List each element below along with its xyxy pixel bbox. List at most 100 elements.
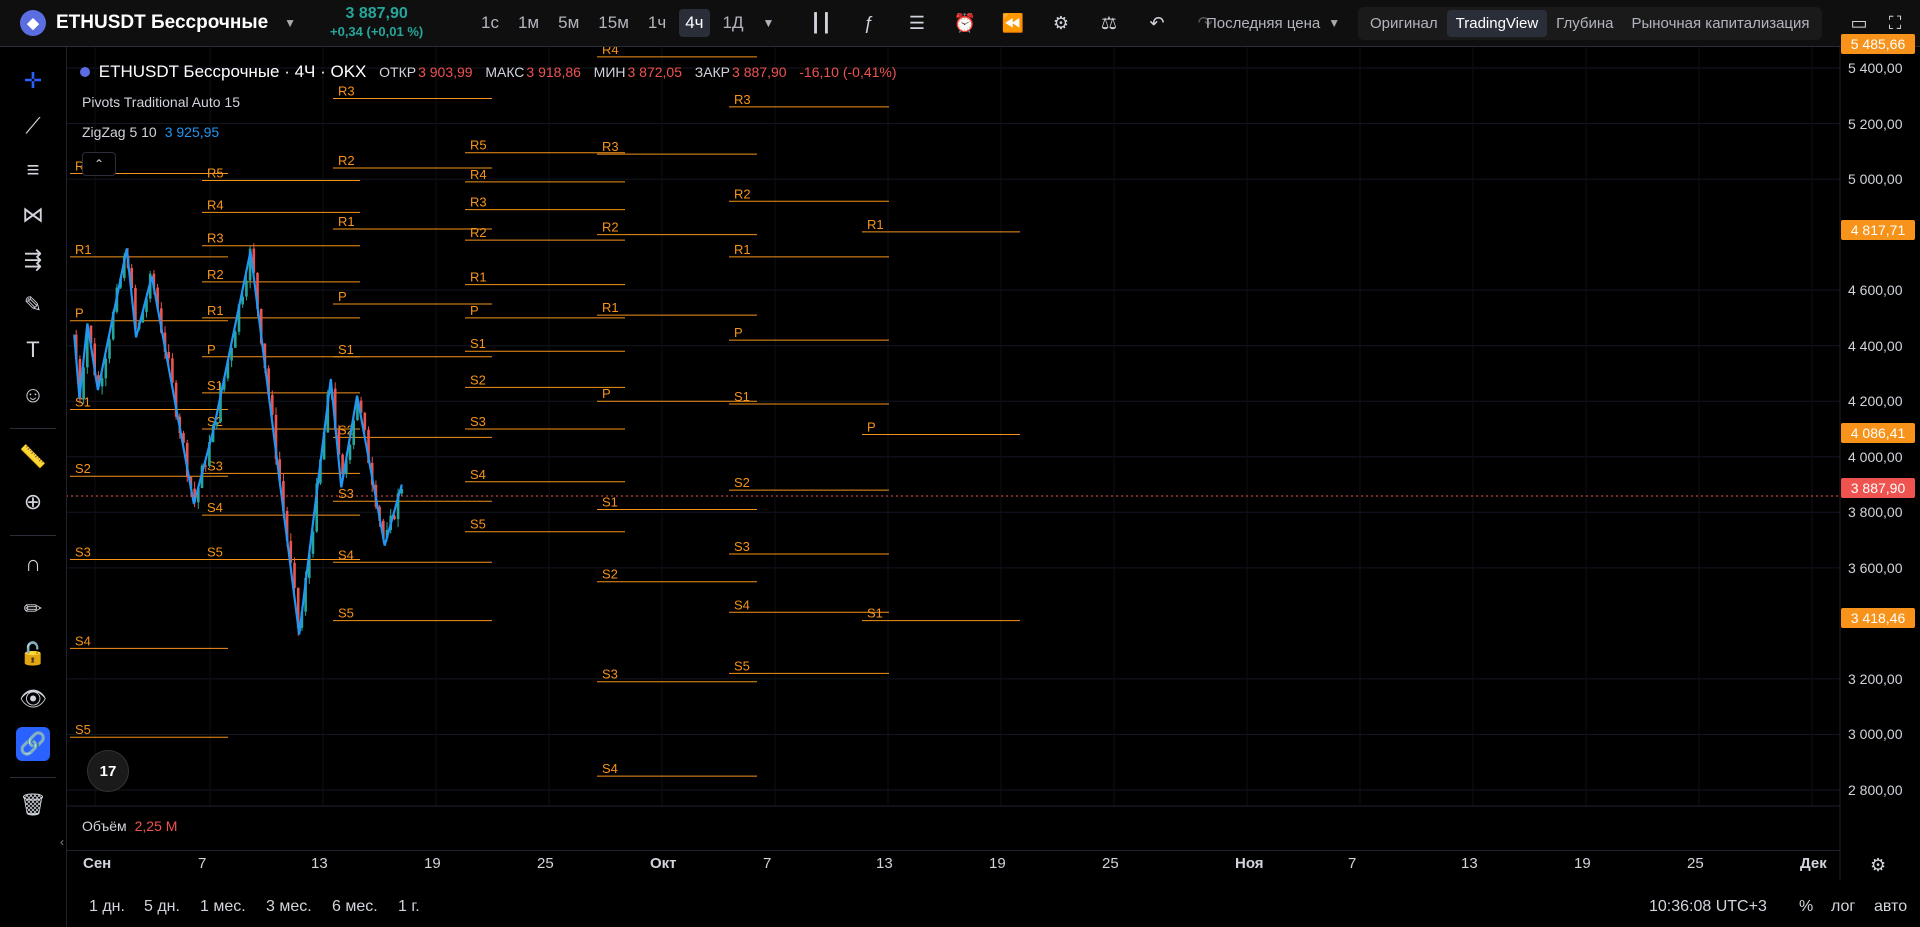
price-tick-label: 4 600,00 xyxy=(1848,282,1903,299)
list-icon[interactable]: ☰ xyxy=(908,12,926,33)
trendline-icon[interactable]: ⟋ xyxy=(25,113,41,138)
clock[interactable]: 10:36:08 UTC+3 xyxy=(1649,898,1767,915)
chevron-down-icon[interactable]: ▼ xyxy=(284,16,297,30)
candle-body xyxy=(285,510,289,541)
candle-type-icon[interactable]: ┃┃ xyxy=(810,12,832,33)
candle-body xyxy=(348,444,352,460)
crosshair-icon[interactable]: ✛ xyxy=(23,68,43,93)
window-icon[interactable]: ▭ xyxy=(1850,12,1868,33)
timeframe-4h[interactable]: 4ч xyxy=(679,9,710,37)
price-tick-label: 5 400,00 xyxy=(1848,60,1903,76)
symbol-selector[interactable]: ◆ ETHUSDT Бессрочные ▼ xyxy=(20,0,296,46)
timeframe-more-icon[interactable]: ▼ xyxy=(762,16,775,30)
range-3m[interactable]: 3 мес. xyxy=(266,898,312,915)
zoom-in-icon[interactable]: ⊕ xyxy=(23,489,43,514)
view-market-cap[interactable]: Рыночная капитализация xyxy=(1631,14,1810,32)
pivot-label: R1 xyxy=(602,300,619,315)
candle-body xyxy=(89,325,93,344)
candle-body xyxy=(208,442,211,467)
fib-levels-icon[interactable]: ≡ xyxy=(26,157,40,182)
price-source-select[interactable]: Последняя цена ▼ xyxy=(1206,14,1341,32)
range-6m[interactable]: 6 мес. xyxy=(332,898,378,915)
lock-icon[interactable]: 🔓 xyxy=(19,641,47,666)
fullscreen-icon[interactable]: ⛶ xyxy=(1888,12,1902,33)
pattern-icon[interactable]: ⋈ xyxy=(22,202,44,227)
lock-draw-icon[interactable]: ✏ xyxy=(23,596,43,621)
auto-toggle[interactable]: авто xyxy=(1874,898,1908,915)
undo-icon[interactable]: ↶ xyxy=(1149,12,1165,33)
pivot-label: P xyxy=(602,386,611,401)
range-5d[interactable]: 5 дн. xyxy=(144,898,180,915)
pivot-label: S4 xyxy=(470,467,486,482)
timeframe-1m[interactable]: 1м xyxy=(517,13,540,32)
log-toggle[interactable]: лог xyxy=(1831,898,1856,915)
pivot-label: S2 xyxy=(75,461,91,476)
scales-icon[interactable]: ⚖ xyxy=(1100,12,1118,33)
range-1y[interactable]: 1 г. xyxy=(398,898,420,915)
candle-body xyxy=(308,553,311,578)
text-icon[interactable]: T xyxy=(26,337,40,362)
gear-icon[interactable]: ⚙ xyxy=(1870,855,1887,875)
emoji-icon[interactable]: ☺ xyxy=(21,382,45,407)
magnet-icon[interactable]: ∩ xyxy=(25,551,41,576)
range-1d[interactable]: 1 дн. xyxy=(89,898,125,915)
legend-title: ETHUSDT Бессрочные · 4Ч · OKX xyxy=(98,62,367,81)
pivot-levels: R2 R1 P S1 S2 S3 S4 S5 R5 R4 R3 R2 R1 P S1 S2 S3 S4 S5 R3 R2… xyxy=(70,31,1020,777)
zigzag-line xyxy=(73,248,403,635)
indicators-icon[interactable]: ƒ xyxy=(863,12,874,33)
time-tick-label: 19 xyxy=(424,855,441,872)
percent-toggle[interactable]: % xyxy=(1799,898,1814,915)
time-tick-label: 13 xyxy=(1461,855,1478,872)
prediction-icon[interactable]: ⇶ xyxy=(23,247,43,272)
range-1m[interactable]: 1 мес. xyxy=(200,898,246,915)
candle-body xyxy=(382,520,385,539)
view-original[interactable]: Оригинал xyxy=(1370,14,1438,32)
ruler-icon[interactable]: 📏 xyxy=(19,444,47,469)
tradingview-logo[interactable]: 17 xyxy=(87,750,129,792)
candle-body xyxy=(337,429,341,455)
view-tradingview[interactable]: TradingView xyxy=(1446,9,1548,37)
collapse-toolbar-icon[interactable]: ‹ xyxy=(60,835,64,849)
replay-icon[interactable]: ⏪ xyxy=(1001,12,1025,33)
gear-icon[interactable]: ⚙ xyxy=(1052,12,1070,33)
view-switcher: Оригинал TradingView Глубина Рыночная ка… xyxy=(1358,0,1822,46)
pivot-label: S5 xyxy=(207,545,223,560)
time-tick-label: Сен xyxy=(83,855,112,872)
candle-body xyxy=(123,255,126,279)
trash-icon[interactable]: 🗑 xyxy=(19,792,47,817)
redo-icon[interactable]: ↷ xyxy=(1197,12,1213,33)
pivot-label: R5 xyxy=(207,165,224,180)
indicator-pivots[interactable]: Pivots Traditional Auto 15 xyxy=(82,94,240,110)
price-tick-label: 2 800,00 xyxy=(1848,782,1903,798)
candle-body xyxy=(130,267,134,289)
candle-body xyxy=(234,331,237,348)
pivot-label: R4 xyxy=(207,197,224,212)
candle-body xyxy=(363,412,367,430)
timeframe-15m[interactable]: 15м xyxy=(598,13,629,32)
candle-body xyxy=(259,308,263,344)
timeframe-1d[interactable]: 1Д xyxy=(722,13,744,32)
timeframe-1h[interactable]: 1ч xyxy=(647,13,667,32)
alert-icon[interactable]: ⏰ xyxy=(953,12,977,33)
pivot-label: R2 xyxy=(734,186,751,201)
pivot-label: P xyxy=(470,303,479,318)
time-axis[interactable] xyxy=(66,850,1840,881)
eye-icon[interactable]: 👁 xyxy=(19,686,47,711)
candle-body xyxy=(271,394,274,415)
price-tag: 3 887,90 xyxy=(1841,477,1915,498)
price-tick-label: 5 000,00 xyxy=(1848,171,1903,188)
timeframe-5m[interactable]: 5м xyxy=(558,13,580,32)
brush-icon[interactable]: ✎ xyxy=(23,292,43,317)
indicator-zigzag[interactable]: ZigZag 5 10 3 925,95 xyxy=(82,124,220,140)
view-depth[interactable]: Глубина xyxy=(1556,14,1614,32)
link-icon[interactable]: 🔗 xyxy=(16,727,50,761)
collapse-legend-button[interactable]: ⌃ xyxy=(82,152,116,176)
zigzag-polyline xyxy=(73,248,403,635)
candle-body xyxy=(86,325,89,368)
pivot-label: R1 xyxy=(470,270,487,285)
candle-body xyxy=(237,304,241,332)
pivot-label: S2 xyxy=(470,372,486,387)
candle-body xyxy=(93,343,97,376)
timeframe-1s[interactable]: 1с xyxy=(481,13,499,32)
